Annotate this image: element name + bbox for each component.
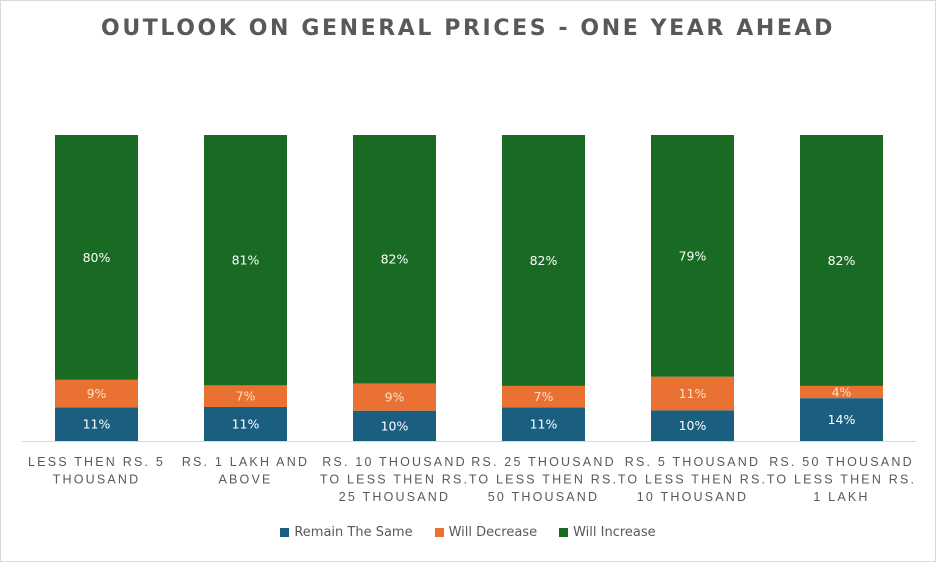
data-label-will-increase: 82% [530,253,558,268]
category-label: TO LESS THEN RS. [320,473,469,487]
bar-segment-will-increase [800,135,883,386]
category-label: RS. 25 THOUSAND [471,455,616,469]
legend-item-will-increase: Will Increase [559,525,656,540]
bar-segment-remain-the-same [800,398,883,441]
bar-segment-remain-the-same [502,407,585,441]
bar-segment-remain-the-same [353,410,436,441]
category-label: RS. 5 THOUSAND [625,455,760,469]
category-label: TO LESS THEN RS. [767,473,916,487]
legend-label: Remain The Same [294,525,413,540]
data-label-will-decrease: 4% [832,385,852,400]
category-label: ABOVE [218,473,272,487]
category-label: RS. 1 LAKH AND [182,455,309,469]
data-label-remain-the-same: 14% [828,412,856,427]
data-label-remain-the-same: 10% [679,418,707,433]
data-label-will-increase: 81% [232,253,260,268]
category-label: 10 THOUSAND [637,490,749,504]
bar-segment-will-decrease [55,379,138,408]
bar-segment-will-increase [55,135,138,380]
bar-segment-will-decrease [651,376,734,411]
bar-segment-will-increase [502,135,585,386]
bar-segment-remain-the-same [204,407,287,441]
bar-segment-will-decrease [502,385,585,408]
category-label: 25 THOUSAND [339,490,451,504]
data-label-will-decrease: 11% [679,386,707,401]
legend-label: Will Increase [573,525,656,540]
data-label-will-decrease: 7% [236,389,256,404]
data-label-will-decrease: 9% [87,386,107,401]
bar-segment-will-decrease [800,385,883,399]
bar-segment-remain-the-same [651,410,734,441]
bar-segment-will-increase [204,135,287,386]
data-label-will-decrease: 7% [534,389,554,404]
chart-title: OUTLOOK ON GENERAL PRICES - ONE YEAR AHE… [101,16,835,41]
data-label-will-increase: 79% [679,248,707,263]
data-label-will-increase: 80% [83,250,111,265]
legend-swatch-will-decrease [434,528,444,537]
legend-label: Will Decrease [448,525,538,540]
category-label: TO LESS THEN RS. [618,473,767,487]
bar-segment-will-increase [651,135,734,377]
bar-segment-will-decrease [353,383,436,411]
legend: Remain The Same Will Decrease Will Incre… [0,525,936,540]
data-label-remain-the-same: 11% [530,417,558,432]
category-label: LESS THEN RS. 5 [28,455,165,469]
legend-item-will-decrease: Will Decrease [434,525,538,540]
category-label: THOUSAND [53,473,141,487]
legend-item-remain-the-same: Remain The Same [280,525,413,540]
data-label-remain-the-same: 11% [83,417,111,432]
category-label: RS. 50 THOUSAND [769,455,914,469]
category-label: 50 THOUSAND [488,490,600,504]
data-label-remain-the-same: 10% [381,418,409,433]
legend-swatch-will-increase [559,528,569,537]
category-label: 1 LAKH [813,490,869,504]
category-labels-group: LESS THEN RS. 5 THOUSAND RS. 1 LAKH AND ABO… [28,455,916,504]
data-label-will-increase: 82% [828,253,856,268]
category-label: RS. 10 THOUSAND [322,455,467,469]
data-label-will-decrease: 9% [385,390,405,405]
data-labels-group: 11% 9% 80% 11% 7% 81% 10% 9% 82% 11% 7% 82% 10% 11% 79… [83,248,856,433]
data-label-will-increase: 82% [381,252,409,267]
bar-segment-will-decrease [204,385,287,407]
data-label-remain-the-same: 11% [232,417,260,432]
bar-segment-remain-the-same [55,407,138,441]
legend-swatch-remain-the-same [280,528,290,537]
bar-segment-will-increase [353,135,436,384]
category-label: TO LESS THEN RS. [469,473,618,487]
bars-group [55,135,883,441]
